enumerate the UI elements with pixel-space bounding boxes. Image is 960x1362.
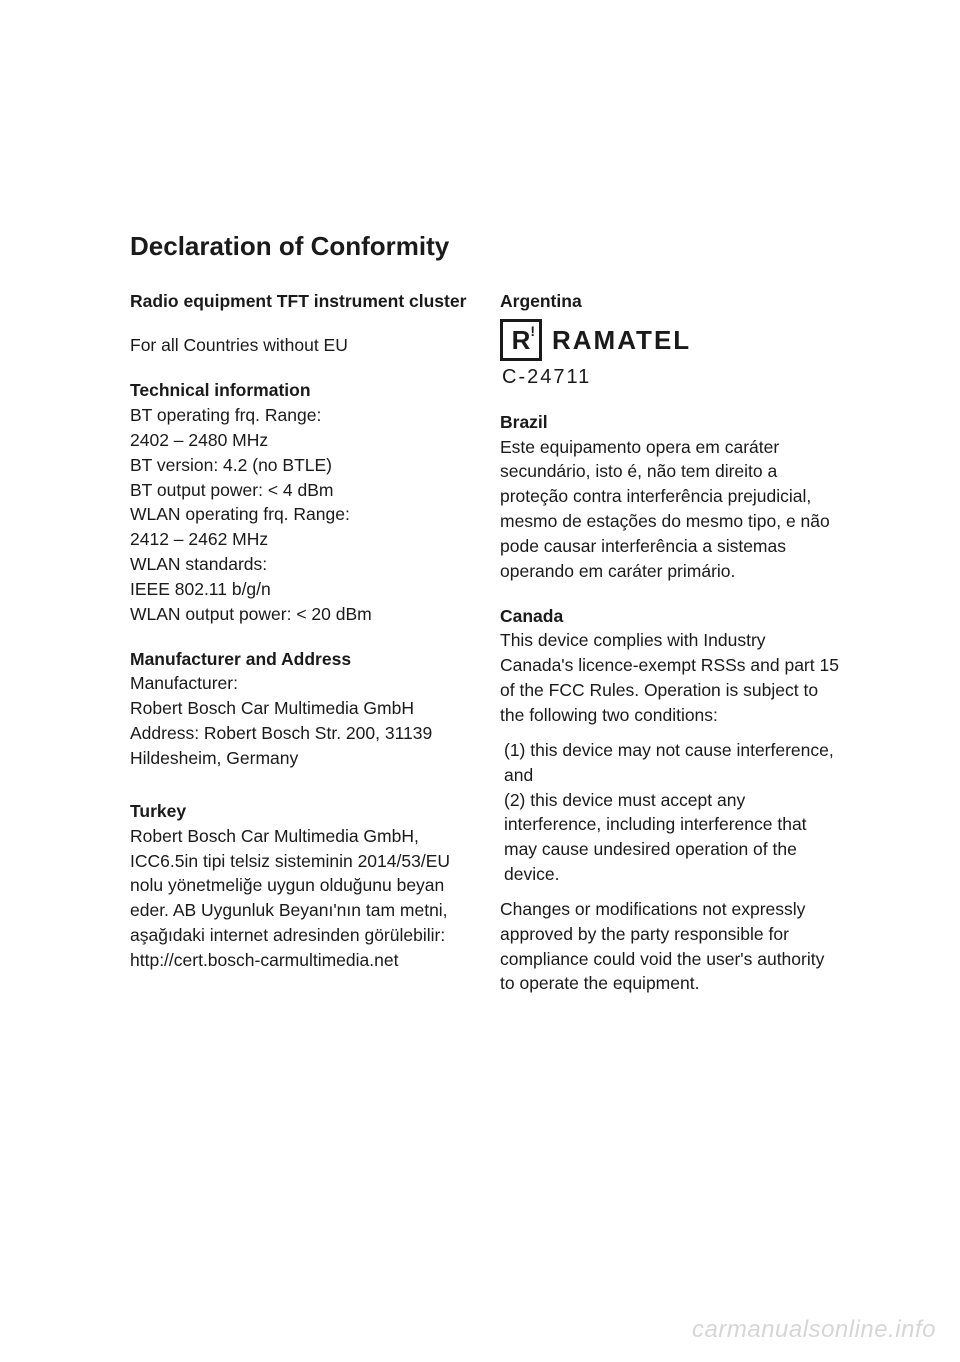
- document-page: Declaration of Conformity Radio equipmen…: [0, 0, 960, 1076]
- technical-info-block: Technical information BT operating frq. …: [130, 378, 470, 626]
- two-column-layout: Radio equipment TFT instrument cluster F…: [130, 289, 840, 1017]
- tech-line: WLAN standards:: [130, 552, 470, 577]
- tech-line: WLAN operating frq. Range:: [130, 502, 470, 527]
- mfr-line: Robert Bosch Car Multimedia GmbH: [130, 696, 470, 721]
- mfr-line: Manufacturer:: [130, 671, 470, 696]
- mfr-line: Address: Robert Bosch Str. 200, 31139 Hi…: [130, 721, 470, 771]
- canada-heading: Canada: [500, 604, 840, 629]
- brazil-block: Brazil Este equipamento opera em caráter…: [500, 410, 840, 584]
- page-title: Declaration of Conformity: [130, 230, 840, 263]
- tech-line: 2402 – 2480 MHz: [130, 428, 470, 453]
- turkey-block: Turkey Robert Bosch Car Multimedia GmbH,…: [130, 799, 470, 973]
- manufacturer-heading: Manufacturer and Address: [130, 647, 470, 672]
- manufacturer-block: Manufacturer and Address Manufacturer: R…: [130, 647, 470, 771]
- technical-info-heading: Technical information: [130, 378, 470, 403]
- canada-body: Changes or modifications not expressly a…: [500, 897, 840, 996]
- turkey-body: Robert Bosch Car Multimedia GmbH, ICC6.5…: [130, 824, 470, 973]
- tech-line: WLAN output power: < 20 dBm: [130, 602, 470, 627]
- ramatel-logo-text: RAMATEL: [552, 322, 691, 359]
- ramatel-code: C-24711: [502, 363, 840, 391]
- tech-line: BT operating frq. Range:: [130, 403, 470, 428]
- ramatel-logo: R RAMATEL: [500, 319, 840, 361]
- brazil-heading: Brazil: [500, 410, 840, 435]
- brazil-body: Este equipamento opera em caráter secund…: [500, 435, 840, 584]
- radio-equipment-block: Radio equipment TFT instrument cluster: [130, 289, 470, 314]
- tech-line: BT version: 4.2 (no BTLE): [130, 453, 470, 478]
- turkey-heading: Turkey: [130, 799, 470, 824]
- tech-line: 2412 – 2462 MHz: [130, 527, 470, 552]
- radio-equipment-heading: Radio equipment TFT instrument cluster: [130, 289, 470, 314]
- tech-line: IEEE 802.11 b/g/n: [130, 577, 470, 602]
- right-column: Argentina R RAMATEL C-24711 Brazil Este …: [500, 289, 840, 1017]
- canada-condition: (2) this device must accept any interfer…: [500, 788, 840, 887]
- canada-block: Canada This device complies with Industr…: [500, 604, 840, 997]
- left-column: Radio equipment TFT instrument cluster F…: [130, 289, 470, 1017]
- argentina-heading: Argentina: [500, 289, 840, 314]
- argentina-block: Argentina R RAMATEL C-24711: [500, 289, 840, 392]
- countries-line: For all Countries without EU: [130, 333, 470, 358]
- ramatel-logo-icon: R: [500, 319, 542, 361]
- watermark: carmanualsonline.info: [692, 1316, 936, 1344]
- canada-body: This device complies with Industry Canad…: [500, 628, 840, 727]
- canada-condition: (1) this device may not cause interferen…: [500, 738, 840, 788]
- tech-line: BT output power: < 4 dBm: [130, 478, 470, 503]
